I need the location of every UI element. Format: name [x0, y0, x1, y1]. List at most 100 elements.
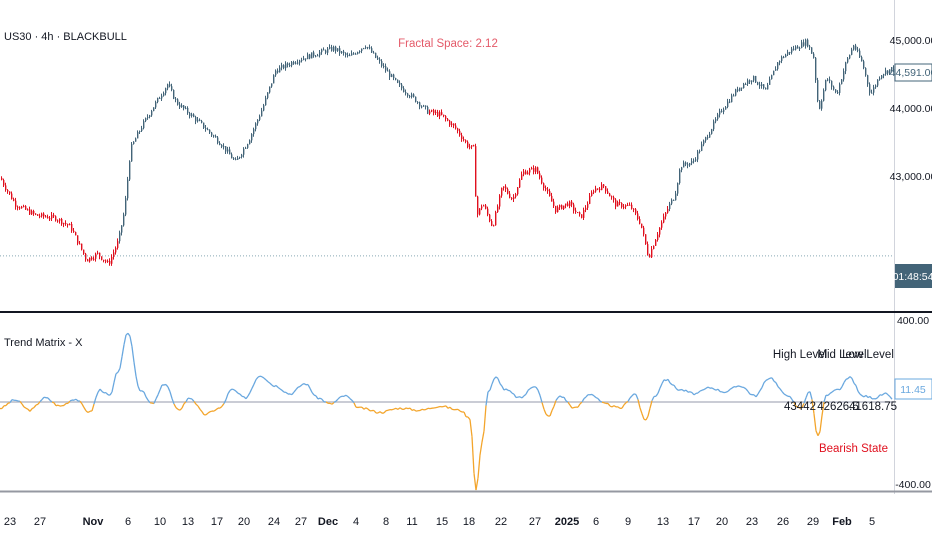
oscillator-segment	[181, 403, 185, 409]
oscillator-segment	[275, 384, 279, 388]
candle	[307, 52, 309, 60]
candle	[169, 81, 171, 88]
candle	[381, 59, 383, 68]
oscillator-segment	[325, 401, 329, 404]
candle	[145, 117, 147, 123]
oscillator-segment	[221, 403, 225, 407]
oscillator-axis[interactable]: 400.00 -400.00	[895, 315, 931, 491]
candle	[47, 214, 49, 219]
candle	[369, 44, 371, 50]
oscillator-segment	[297, 385, 301, 388]
candle	[353, 52, 355, 55]
candle	[645, 234, 647, 245]
oscillator-segment	[525, 390, 529, 395]
candle	[535, 166, 537, 175]
oscillator-segment	[51, 401, 55, 404]
candle	[87, 258, 89, 262]
candle	[803, 39, 805, 47]
oscillator-segment	[349, 398, 353, 401]
oscillator-segment	[731, 386, 735, 389]
candle	[521, 171, 523, 181]
candle	[89, 257, 91, 263]
oscillator-segment	[585, 394, 589, 398]
candle	[375, 52, 377, 59]
time-tick-label: 6	[593, 516, 599, 528]
candle	[51, 212, 53, 221]
oscillator-segment	[437, 405, 441, 408]
candle	[841, 78, 843, 85]
candle	[79, 240, 81, 245]
candle	[257, 119, 259, 126]
oscillator-segment	[543, 408, 547, 415]
oscillator-segment	[789, 396, 793, 400]
candle	[779, 60, 781, 66]
oscillator-segment	[19, 401, 23, 405]
oscillator-segment	[333, 400, 337, 404]
oscillator-segment	[617, 406, 621, 409]
candle	[191, 112, 193, 118]
oscillator-segment	[691, 392, 695, 396]
candle	[677, 182, 679, 196]
candle	[581, 214, 583, 219]
oscillator-segment	[625, 400, 629, 404]
candle	[153, 107, 155, 112]
oscillator-segment	[467, 416, 471, 420]
time-tick-label: 4	[353, 516, 359, 528]
candle	[873, 84, 875, 96]
price-axis[interactable]: 45,000.00 44,000.00 43,000.00	[890, 35, 932, 183]
oscillator-segment	[331, 401, 335, 405]
oscillator-segment	[271, 384, 275, 388]
oscillator-segment	[425, 407, 429, 411]
time-tick-label: 11	[406, 516, 417, 528]
oscillator-segment	[345, 394, 349, 398]
candle	[211, 131, 213, 137]
oscillator-segment	[553, 400, 557, 407]
candle	[209, 129, 211, 135]
candle	[869, 82, 871, 96]
oscillator-segment	[813, 413, 817, 431]
oscillator-segment	[193, 401, 197, 405]
oscillator-segment	[729, 387, 733, 390]
candle	[843, 68, 845, 82]
oscillator-segment	[601, 401, 605, 404]
candle	[725, 106, 727, 110]
oscillator-segment	[105, 392, 109, 396]
candle	[669, 201, 671, 212]
candle	[55, 215, 57, 222]
oscillator-segment	[215, 407, 219, 411]
mid-level-value: 42626.5	[817, 401, 859, 413]
oscillator-segment	[281, 389, 285, 393]
oscillator-segment	[115, 371, 119, 375]
candle	[763, 84, 765, 90]
candle	[699, 149, 701, 154]
candle	[453, 123, 455, 129]
oscillator-segment	[377, 411, 381, 414]
candle	[473, 144, 475, 147]
oscillator-segment	[743, 387, 747, 390]
candle	[115, 246, 117, 255]
oscillator-segment	[715, 388, 719, 391]
candle	[31, 209, 33, 215]
oscillator-segment	[383, 410, 387, 414]
oscillator-segment	[537, 389, 541, 396]
candle	[499, 194, 501, 210]
candle	[277, 68, 279, 74]
candle	[679, 168, 681, 185]
candle	[25, 205, 27, 211]
candle	[519, 178, 521, 188]
candle	[861, 55, 863, 62]
candle	[493, 224, 495, 227]
oscillator-segment	[611, 405, 615, 408]
candle	[151, 109, 153, 117]
oscillator-segment	[361, 406, 365, 410]
candle	[653, 245, 655, 250]
time-axis[interactable]: 23 27 Nov 6 10 13 17 20 24 27 Dec 4 8 11 15 18 22 27 2025 6…	[4, 516, 875, 528]
candle	[787, 49, 789, 56]
candle	[361, 48, 363, 54]
candle	[527, 170, 529, 175]
oscillator-segment	[245, 395, 249, 400]
oscillator-segment	[29, 408, 33, 412]
candle	[139, 130, 141, 134]
oscillator-segment	[395, 407, 399, 410]
